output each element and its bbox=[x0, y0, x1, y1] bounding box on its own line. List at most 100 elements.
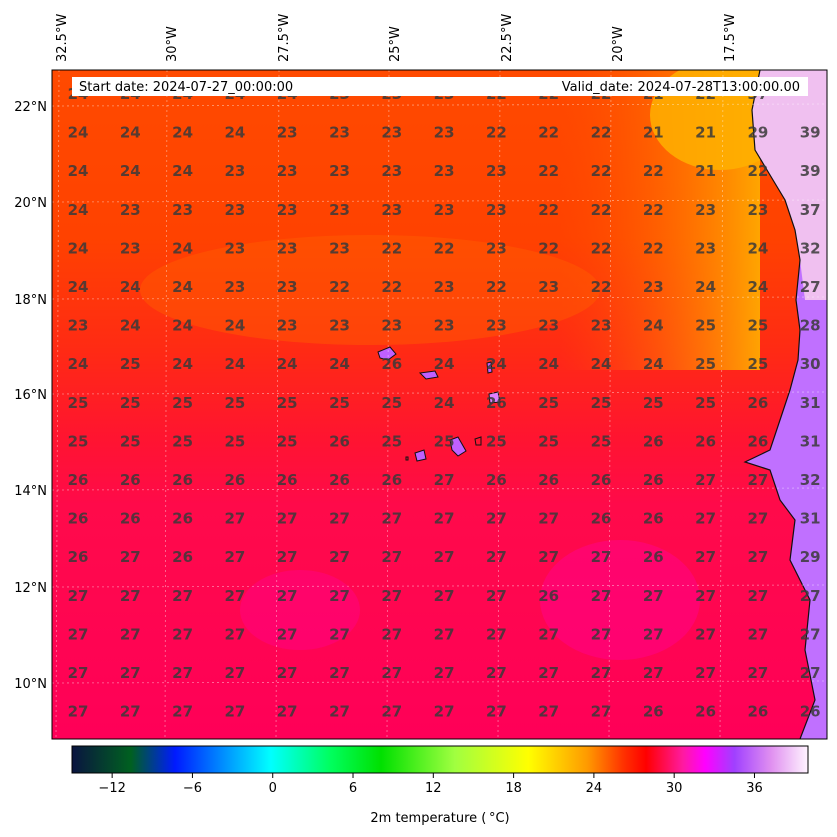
island-sao-vicente bbox=[418, 370, 439, 380]
grid-value: 27 bbox=[381, 548, 402, 566]
grid-value: 26 bbox=[643, 432, 664, 450]
grid-value: 26 bbox=[120, 471, 141, 489]
grid-value: 26 bbox=[747, 432, 768, 450]
valid-date-label: Valid_date: 2024-07-28T13:00:00.00 bbox=[562, 80, 800, 95]
grid-value: 27 bbox=[172, 587, 193, 605]
island-boa-vista bbox=[488, 391, 501, 404]
colorbar bbox=[71, 745, 809, 774]
grid-value: 24 bbox=[172, 124, 193, 142]
grid-value: 27 bbox=[120, 625, 141, 643]
grid-value-labels: 24 24 24 24 24 23 23 23 22 22 22 21 22 37 24 24 24 24 23 23… bbox=[68, 85, 821, 721]
grid-value: 23 bbox=[329, 162, 350, 180]
grid-value: 27 bbox=[434, 664, 455, 682]
grid-value: 27 bbox=[695, 471, 716, 489]
grid-value: 24 bbox=[538, 355, 559, 373]
grid-value: 27 bbox=[800, 664, 821, 682]
grid-value: 27 bbox=[224, 703, 245, 721]
grid-value: 24 bbox=[224, 317, 245, 335]
grid-value: 24 bbox=[172, 278, 193, 296]
grid-value: 26 bbox=[747, 703, 768, 721]
grid-value: 22 bbox=[591, 201, 612, 219]
grid-value: 27 bbox=[329, 625, 350, 643]
grid-value: 26 bbox=[486, 471, 507, 489]
grid-value: 21 bbox=[695, 162, 716, 180]
coastline bbox=[743, 70, 816, 739]
grid-value: 24 bbox=[224, 124, 245, 142]
grid-value: 27 bbox=[695, 664, 716, 682]
grid-value: 27 bbox=[434, 471, 455, 489]
grid-value: 27 bbox=[381, 625, 402, 643]
temperature-field: 24 24 24 24 24 23 23 23 22 22 22 21 22 37 24 24 24 24 23 23… bbox=[52, 70, 827, 739]
grid-value: 27 bbox=[591, 703, 612, 721]
grid-value: 22 bbox=[434, 239, 455, 257]
grid-value: 27 bbox=[120, 548, 141, 566]
grid-value: 25 bbox=[434, 432, 455, 450]
grid-value: 29 bbox=[800, 548, 821, 566]
grid-value: 24 bbox=[68, 278, 89, 296]
longitude-labels: 32.5°W 30°W 27.5°W 25°W 22.5°W 20°W 17.5… bbox=[55, 14, 738, 62]
mild-band bbox=[140, 235, 600, 345]
grid-value: 27 bbox=[277, 664, 298, 682]
lat-label: 12°N bbox=[14, 581, 47, 596]
grid-value: 24 bbox=[643, 317, 664, 335]
grid-value: 23 bbox=[747, 201, 768, 219]
lat-label: 20°N bbox=[14, 196, 47, 211]
grid-value: 23 bbox=[434, 162, 455, 180]
grid-value: 26 bbox=[172, 510, 193, 528]
grid-value: 25 bbox=[120, 394, 141, 412]
grid-value: 23 bbox=[486, 239, 507, 257]
magenta-patch bbox=[540, 540, 700, 660]
lon-label: 17.5°W bbox=[723, 14, 738, 62]
grid-value: 27 bbox=[695, 625, 716, 643]
grid-value: 22 bbox=[591, 124, 612, 142]
grid-value: 27 bbox=[591, 587, 612, 605]
colorbar-tick-label: 36 bbox=[746, 781, 763, 796]
grid-value: 22 bbox=[381, 239, 402, 257]
grid-value: 27 bbox=[800, 587, 821, 605]
grid-value: 26 bbox=[68, 510, 89, 528]
island-brava bbox=[405, 456, 409, 461]
grid-value: 27 bbox=[277, 510, 298, 528]
grid-value: 27 bbox=[747, 625, 768, 643]
grid-value: 26 bbox=[643, 471, 664, 489]
grid-value: 22 bbox=[486, 124, 507, 142]
grid-value: 27 bbox=[172, 664, 193, 682]
grid-value: 25 bbox=[277, 394, 298, 412]
lon-label: 22.5°W bbox=[500, 14, 515, 62]
grid-value: 27 bbox=[591, 664, 612, 682]
colorbar-label: 2m temperature ( °C) bbox=[370, 811, 509, 826]
lat-label: 22°N bbox=[14, 100, 47, 115]
grid-value: 24 bbox=[277, 355, 298, 373]
colorbar-ticks: −12 −6 0 6 12 18 24 30 36 bbox=[98, 773, 763, 796]
grid-value: 27 bbox=[486, 703, 507, 721]
grid-value: 22 bbox=[381, 278, 402, 296]
grid-value: 26 bbox=[224, 471, 245, 489]
grid-value: 23 bbox=[329, 201, 350, 219]
grid-value: 24 bbox=[591, 355, 612, 373]
latitude-labels: 22°N 20°N 18°N 16°N 14°N 12°N 10°N bbox=[14, 100, 47, 692]
grid-value: 24 bbox=[172, 239, 193, 257]
grid-value: 25 bbox=[120, 355, 141, 373]
grid-value: 25 bbox=[68, 394, 89, 412]
lon-label: 27.5°W bbox=[277, 14, 292, 62]
colorbar-tick-label: −6 bbox=[183, 781, 202, 796]
grid-value: 23 bbox=[120, 239, 141, 257]
grid-value: 23 bbox=[68, 317, 89, 335]
grid-value: 23 bbox=[538, 317, 559, 335]
grid-value: 22 bbox=[329, 278, 350, 296]
grid-value: 23 bbox=[381, 317, 402, 335]
grid-value: 22 bbox=[643, 239, 664, 257]
lon-label: 30°W bbox=[165, 26, 180, 62]
grid-value: 23 bbox=[329, 124, 350, 142]
grid-value: 27 bbox=[747, 471, 768, 489]
grid-value: 26 bbox=[591, 510, 612, 528]
grid-value: 25 bbox=[747, 355, 768, 373]
colorbar-tick-label: 30 bbox=[666, 781, 683, 796]
colorbar-tick-label: 24 bbox=[586, 781, 603, 796]
grid-value: 27 bbox=[800, 278, 821, 296]
grid-value: 22 bbox=[538, 239, 559, 257]
lat-label: 14°N bbox=[14, 484, 47, 499]
grid-value: 25 bbox=[68, 432, 89, 450]
grid-value: 27 bbox=[277, 587, 298, 605]
grid-value: 23 bbox=[381, 201, 402, 219]
